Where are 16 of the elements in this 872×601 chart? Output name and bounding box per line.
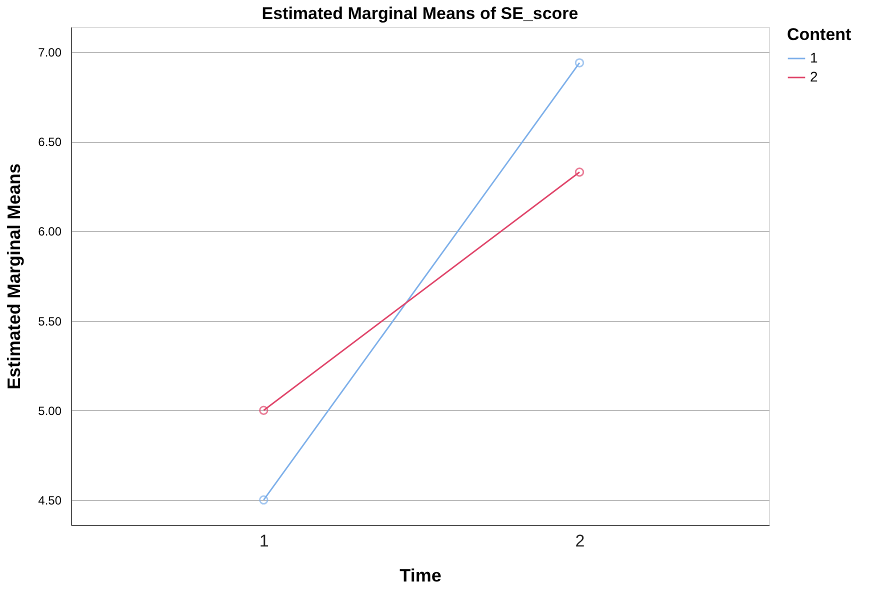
legend-title: Content [787,25,852,44]
y-tick-label: 5.00 [38,404,62,418]
y-tick-label: 7.00 [38,46,62,60]
chart-title: Estimated Marginal Means of SE_score [262,4,578,23]
point [259,406,268,415]
y-tick-label: 6.50 [38,135,62,150]
y-tick-label: 5.50 [38,314,62,328]
legend-label: 1 [810,50,818,66]
point [574,167,584,177]
point [259,495,268,505]
y-tick-label: 6.00 [38,224,62,239]
legend-label: 2 [810,68,818,84]
point [574,58,584,68]
y-axis-title: Estimated Marginal Means [4,163,24,390]
y-tick-label: 4.50 [38,493,62,508]
x-axis-title: Time [400,566,442,586]
